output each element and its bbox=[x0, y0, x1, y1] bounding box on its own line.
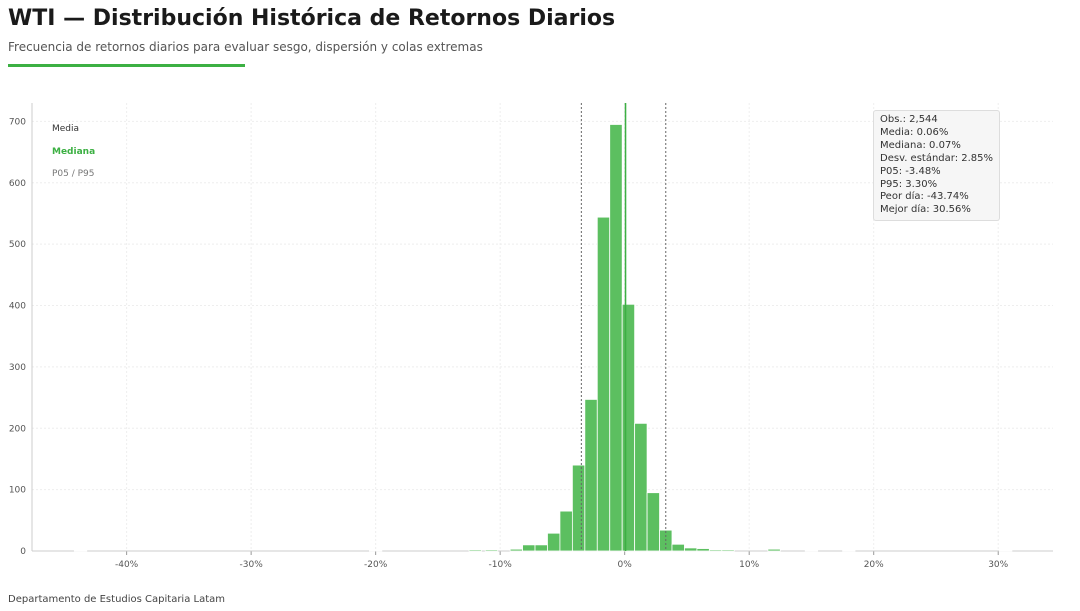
histogram-bar bbox=[999, 549, 1013, 552]
x-tick-label: -40% bbox=[115, 560, 139, 570]
x-tick-label: -10% bbox=[489, 560, 513, 570]
histogram-bar bbox=[584, 399, 598, 552]
histogram-bar bbox=[634, 422, 648, 552]
histogram-bar bbox=[596, 216, 611, 552]
stat-line: Obs.: 2,544 bbox=[880, 114, 938, 125]
histogram-bar bbox=[571, 464, 586, 552]
stat-line: Mediana: 0.07% bbox=[880, 139, 961, 151]
y-tick-label: 400 bbox=[9, 302, 26, 312]
histogram-bar bbox=[721, 549, 735, 552]
y-tick-label: 700 bbox=[9, 117, 26, 127]
histogram-bar bbox=[767, 548, 781, 552]
footer-credit: Departamento de Estudios Capitaria Latam bbox=[8, 594, 226, 605]
y-tick-label: 300 bbox=[9, 363, 26, 373]
histogram-bar bbox=[522, 544, 536, 552]
legend-percentiles: P05 / P95 bbox=[52, 169, 95, 179]
chart-subtitle: Frecuencia de retornos diarios para eval… bbox=[8, 40, 483, 54]
histogram-bar bbox=[559, 510, 573, 552]
stat-line: P95: 3.30% bbox=[880, 178, 938, 190]
legend: Media Mediana P05 / P95 bbox=[52, 118, 95, 186]
histogram-bar bbox=[804, 549, 819, 552]
histogram-bar bbox=[621, 303, 636, 552]
stat-line: Desv. estándar: 2.85% bbox=[880, 152, 994, 164]
x-tick-label: 20% bbox=[864, 560, 884, 570]
histogram-bar bbox=[609, 124, 623, 552]
histogram-bar bbox=[842, 549, 856, 552]
stat-line: Media: 0.06% bbox=[880, 126, 949, 138]
chart-title: WTI — Distribución Histórica de Retornos… bbox=[8, 6, 616, 31]
x-tick-label: 10% bbox=[739, 560, 759, 570]
legend-median: Mediana bbox=[52, 146, 96, 157]
histogram-bar bbox=[484, 549, 499, 552]
legend-mean: Media bbox=[52, 124, 80, 134]
histogram-bar bbox=[468, 549, 482, 552]
histogram-bar bbox=[696, 548, 710, 552]
y-tick-label: 100 bbox=[9, 486, 26, 496]
histogram-bar bbox=[73, 549, 88, 552]
histogram-bar bbox=[708, 549, 723, 552]
x-tick-label: 30% bbox=[988, 560, 1008, 570]
histogram-bar bbox=[671, 543, 685, 552]
y-tick-label: 600 bbox=[9, 179, 26, 189]
histogram-bar bbox=[369, 549, 383, 552]
histogram-bar bbox=[509, 548, 523, 552]
histogram-bar bbox=[646, 492, 660, 552]
y-tick-label: 200 bbox=[9, 424, 26, 434]
stat-line: Mejor día: 30.56% bbox=[880, 204, 971, 216]
title-accent-bar bbox=[8, 64, 245, 67]
x-tick-label: 0% bbox=[618, 560, 633, 570]
stat-line: Peor día: -43.74% bbox=[880, 191, 969, 203]
histogram-bar bbox=[547, 532, 561, 552]
y-tick-label: 500 bbox=[9, 240, 26, 250]
stats-box: Obs.: 2,544 Media: 0.06% Mediana: 0.07% Des… bbox=[873, 110, 1001, 222]
histogram-bar bbox=[534, 544, 548, 552]
histogram-bar bbox=[684, 547, 698, 552]
stat-line: P05: -3.48% bbox=[880, 165, 941, 177]
x-tick-label: -30% bbox=[240, 560, 264, 570]
x-tick-label: -20% bbox=[364, 560, 388, 570]
y-tick-label: 0 bbox=[20, 547, 26, 557]
